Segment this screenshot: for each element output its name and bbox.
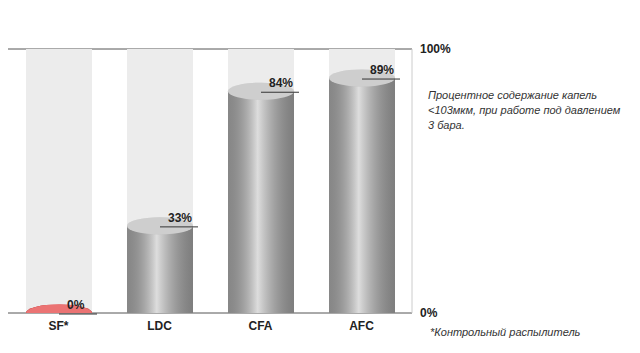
svg-text:0%: 0% [420,306,438,320]
svg-text:AFC: AFC [349,319,374,333]
svg-text:0%: 0% [67,298,85,312]
svg-text:33%: 33% [168,211,192,225]
svg-text:SF*: SF* [48,319,68,333]
svg-text:CFA: CFA [249,319,273,333]
svg-text:LDC: LDC [147,319,172,333]
html-text:*Контрольный распылитель: *Контрольный распылитель [430,326,581,338]
html-text:Процентное содержание капель <: Процентное содержание капель <103мкм, пр… [428,89,621,131]
svg-text:89%: 89% [370,63,394,77]
svg-text:100%: 100% [420,42,451,56]
svg-text:84%: 84% [269,76,293,90]
